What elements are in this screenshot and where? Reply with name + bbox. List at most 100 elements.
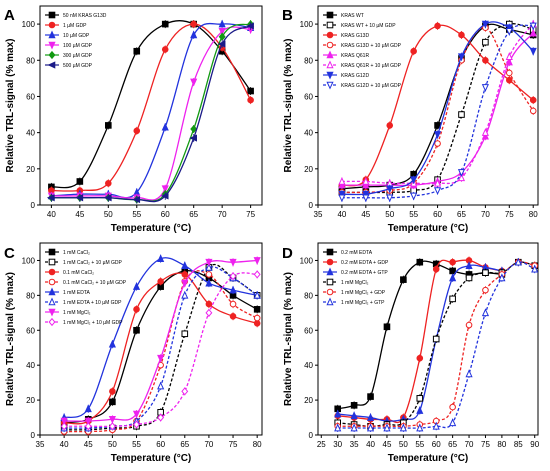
panel-b-series-kras-q61r-point: [505, 57, 513, 66]
panel-a-series-1-m-gdp-point: [133, 127, 141, 135]
panel-b-series-kras-q61r-10-m-gdp-point: [457, 173, 466, 182]
panel-c-series-1-mm-edta-10-m-gdp-point: [205, 262, 213, 271]
panel-a-series-50-nm-kras-g13d-point: [161, 20, 169, 28]
panel-c-legend-marker: [48, 308, 56, 317]
panel-d-series-1-mm-mgcl-gtp-point: [449, 418, 457, 427]
panel-c-x-tick-label: 75: [229, 440, 238, 449]
panel-d-series-0-2-mm-edta-gtp-point: [366, 413, 375, 421]
panel-a-series-100-m-gdp-point: [190, 78, 198, 87]
panel-d-series-1-mm-mgcl-gtp-point: [350, 423, 358, 432]
panel-b-series-kras-g13d-point: [529, 96, 537, 104]
panel-d: D 25 30 35 40 45 50 55 60 65 70 75 80 85 90 0 20 40 60 80 10…: [282, 242, 540, 464]
panel-d-plot-frame: [317, 242, 539, 436]
panel-c-legend-label: 0.1 mM CaCl₂: [63, 270, 94, 276]
panel-a-y-tick-label: 80: [26, 56, 35, 65]
panel-c-series-1-mm-cacl-point: [109, 398, 116, 406]
panel-c-x-tick-label: 40: [60, 440, 69, 449]
panel-c-legend-label: 1 mM MgCl₂: [63, 310, 91, 316]
panel-a-series-500-m-gdp-point: [103, 194, 112, 202]
panel-a-y-tick-label: 20: [26, 165, 35, 174]
panel-b-series-kras-q61r-10-m-gdp-point: [505, 52, 513, 60]
panel-d-series-1-mm-mgcl-gtp-point: [481, 308, 490, 317]
panel-b-series-kras-g13d-point: [386, 122, 394, 129]
panel-a-series-500-m-gdp-point: [132, 195, 141, 204]
panel-d-y-tick-label: 100: [300, 256, 314, 265]
panel-a-legend-marker: [48, 30, 56, 39]
panel-b-legend-label: KRAS G12D + 10 µM GDP: [341, 83, 402, 89]
panel-d-x-tick-label: 30: [333, 440, 342, 449]
panel-c-series-1-mm-cacl-point: [133, 326, 140, 334]
panel-d-series-0-2-mm-edta-gtp-point: [465, 261, 473, 269]
panel-a-x-tick-label: 65: [189, 210, 198, 219]
panel-d-legend-label: 1 mM MgCl₂: [341, 280, 369, 286]
panel-c-legend: 1 mM CaCl₂ 1 mM CaCl₂ + 10 µM GDP 0.1 mM C…: [45, 248, 127, 327]
panel-c-x-tick-label: 45: [84, 440, 93, 449]
panel-c-legend-label: 1 mM EDTA + 10 µM GDP: [63, 300, 122, 306]
panel-c-series-1-mm-mgcl-10-m-gdp-point: [108, 422, 116, 431]
panel-a-series-500-m-gdp-point: [189, 134, 197, 142]
panel-a-series-100-m-gdp-point: [218, 28, 226, 36]
panel-c-series-1-mm-mgcl-point: [229, 258, 237, 267]
panel-d-legend-label: 0.2 mM EDTA + GDP: [341, 260, 389, 266]
panel-c-series-1-mm-mgcl-point: [84, 417, 92, 426]
panel-b-plot-frame: [317, 5, 539, 206]
panel-c-series-1-mm-edta-point: [84, 404, 92, 413]
panel-d-y-axis-title: Relative TRL-signal (% max): [283, 272, 294, 406]
panel-d-x-tick-label: 70: [465, 440, 474, 449]
panel-d-legend-marker: [326, 297, 334, 306]
panel-a-legend-label: 1 µM GDP: [63, 23, 87, 29]
panel-a-y-axis-title: Relative TRL-signal (% max): [5, 39, 16, 173]
panel-b-series-kras-g12d-10-m-gdp-point: [386, 194, 394, 203]
panel-c-series-1-mm-mgcl-10-m-gdp-point: [157, 413, 165, 422]
panel-d-series-1-mm-mgcl-gtp: [334, 257, 539, 433]
panel-b-legend-label: KRAS G13D: [341, 33, 369, 39]
panel-d-series-1-mm-mgcl-gtp-point: [334, 423, 342, 432]
panel-a-x-tick-label: 40: [47, 210, 56, 219]
panel-b-legend-label: KRAS Q61R: [341, 53, 369, 59]
panel-d-x-tick-label: 55: [415, 440, 424, 449]
panel-c-x-tick-label: 55: [132, 440, 141, 449]
panel-b-x-axis-title: Temperature (°C): [388, 223, 469, 234]
panel-b-series-kras-g12d: [338, 20, 537, 199]
panel-d-series-1-mm-mgcl-gtp-point: [416, 423, 424, 432]
panel-b-series-kras-g13d-point: [458, 31, 465, 39]
panel-b-y-tick-label: 60: [304, 92, 313, 101]
panel-a-x-tick-label: 75: [246, 210, 255, 219]
panel-d-legend-marker: [326, 288, 334, 296]
panel-d-series-0-2-mm-edta-point: [400, 276, 407, 283]
panel-d-x-tick-label: 45: [383, 440, 392, 449]
panel-c-plot-frame: [39, 242, 263, 436]
panel-d-series-1-mm-mgcl-gtp-point: [399, 423, 407, 432]
panel-a-y-tick-label: 0: [31, 201, 36, 210]
panel-a-x-axis-title: Temperature (°C): [111, 223, 192, 234]
panel-c-series-1-mm-mgcl-10-m-gdp-point: [84, 422, 92, 431]
panel-c-series-0-1-mm-cacl-point: [205, 300, 213, 308]
panel-a-series-1-m-gdp-point: [247, 96, 254, 104]
panel-b-x-tick-label: 75: [505, 210, 514, 219]
panel-d-series-0-2-mm-edta-point: [350, 402, 358, 409]
panel-d-series-0-2-mm-edta-gtp-point: [334, 409, 342, 418]
panel-a-legend-marker: [48, 50, 56, 60]
panel-d-x-tick-label: 65: [448, 440, 457, 449]
panel-d-series-1-mm-mgcl-gtp-point: [432, 421, 440, 430]
panel-a-series-10-m-gdp-line: [51, 22, 251, 199]
panel-d-legend-marker: [326, 267, 334, 276]
panel-b-series-kras-g12d-10-m-gdp-point: [505, 28, 513, 36]
panel-b-series-kras-q61r-point: [529, 28, 537, 37]
panel-d-legend-marker: [326, 248, 334, 256]
panel-b-y-tick-label: 20: [304, 165, 313, 174]
panel-a-letter: A: [4, 7, 15, 24]
panel-c-legend-marker: [48, 278, 56, 286]
panel-b-series-kras-g13d-10-m-gdp-point: [529, 107, 537, 115]
panel-a-series-500-m-gdp-point: [217, 40, 226, 48]
panel-c-series-1-mm-mgcl-point: [205, 258, 213, 267]
panel-a-legend: 50 nM KRAS G13D 1 µM GDP 10 µM GDP 100 µM G…: [45, 11, 107, 69]
panel-d-series-1-mm-mgcl-point: [449, 295, 456, 303]
panel-d-legend-marker: [326, 278, 334, 286]
panel-c-y-tick-label: 40: [26, 361, 35, 370]
panel-d-series-0-2-mm-edta-gdp-point: [449, 258, 456, 266]
panel-a-x-tick-label: 45: [75, 210, 84, 219]
panel-d-series-0-2-mm-edta-gtp-point: [350, 411, 358, 420]
panel-c-x-tick-label: 35: [36, 440, 45, 449]
